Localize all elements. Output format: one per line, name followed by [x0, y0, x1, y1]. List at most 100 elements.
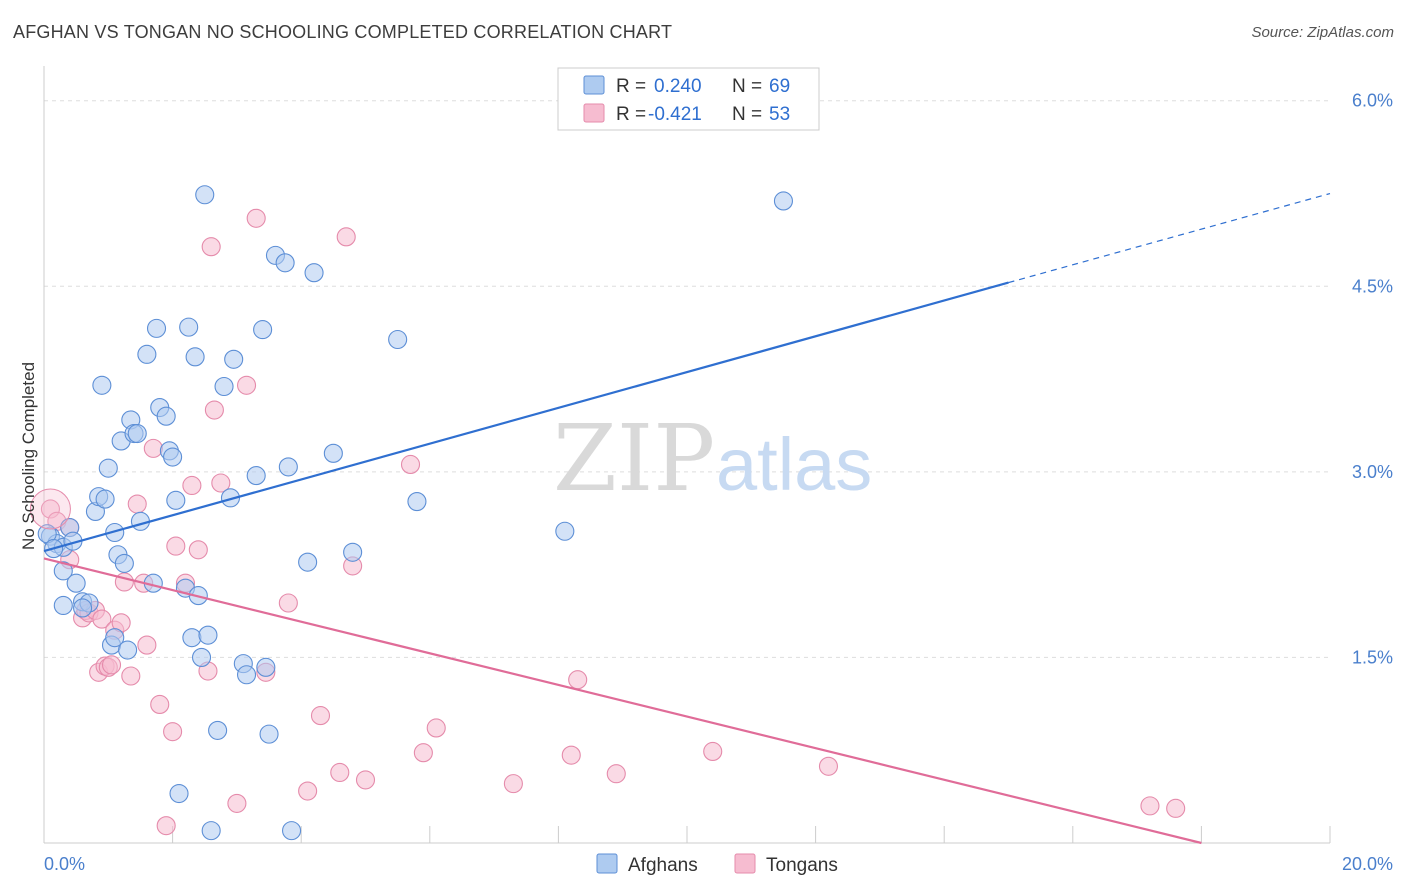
afghans-point-63 — [407, 492, 427, 512]
y-tick-labels: 1.5% 3.0% 4.5% 6.0% — [1352, 91, 1393, 668]
legend: R = 0.240 N = 69 R = -0.421 N = 53 — [557, 67, 820, 131]
bottom-legend-tongans: Tongans — [766, 855, 838, 876]
afghans-trend-line — [43, 281, 1009, 553]
tongans-point-33 — [236, 375, 257, 395]
x-tick-label-1: 20.0% — [1342, 854, 1393, 874]
afghans-point-47 — [224, 349, 244, 369]
legend-swatch-tongans — [583, 103, 605, 123]
tongans-point-51 — [818, 756, 839, 776]
afghans-point-53 — [259, 724, 279, 744]
afghans-point-21 — [118, 640, 138, 660]
tongans-point-37 — [298, 781, 318, 801]
afghans-point-37 — [182, 628, 202, 648]
tongans-point-42 — [355, 770, 376, 790]
afghans-point-12 — [92, 375, 112, 395]
watermark-zip: ZIP — [553, 405, 715, 512]
tongans-point-23 — [163, 722, 183, 742]
afghans-point-44 — [208, 720, 228, 740]
watermark-atlas: atlas — [716, 423, 872, 506]
afghans-point-34 — [169, 783, 189, 804]
afghans-point-58 — [298, 552, 318, 572]
legend-n-value-afghans: 69 — [769, 76, 790, 97]
tongans-point-20 — [143, 438, 163, 458]
tongans-point-34 — [246, 208, 266, 228]
afghans-point-14 — [98, 458, 118, 478]
afghans-point-40 — [191, 647, 212, 667]
tongans-point-48 — [568, 670, 588, 690]
y-tick-label-3: 6.0% — [1352, 91, 1393, 111]
x-tick-label-0: 0.0% — [44, 854, 85, 874]
tongans-point-32 — [227, 793, 247, 813]
legend-n-value-tongans: 53 — [769, 104, 790, 125]
trend-lines — [43, 192, 1331, 845]
afghans-point-13 — [95, 489, 115, 509]
tongans-point-52 — [1140, 796, 1160, 816]
tongans-point-36 — [278, 593, 298, 613]
x-tick-labels: 0.0% 20.0% — [44, 854, 1393, 874]
afghans-point-32 — [163, 447, 183, 467]
y-tick-label-1: 3.0% — [1352, 462, 1393, 482]
afghans-point-6 — [66, 573, 86, 593]
afghans-trend-extension — [1008, 192, 1331, 284]
afghans-point-28 — [146, 318, 167, 338]
legend-r-value-afghans: 0.240 — [654, 76, 702, 97]
afghans-point-5 — [53, 561, 73, 581]
tongans-point-47 — [561, 745, 581, 765]
legend-n-label-tongans: N = — [732, 104, 762, 125]
tongans-point-16 — [121, 666, 141, 686]
afghans-point-60 — [323, 443, 343, 463]
afghans-point-68 — [73, 598, 93, 618]
afghans-point-55 — [275, 253, 295, 273]
afghans-point-42 — [198, 625, 218, 645]
afghans-point-45 — [214, 376, 234, 397]
tongans-point-38 — [310, 706, 331, 726]
legend-r-label-tongans: R = — [616, 104, 646, 125]
bottom-legend: Afghans Tongans — [596, 853, 838, 876]
tongans-point-49 — [606, 764, 626, 784]
tongans-point-9 — [92, 609, 112, 629]
afghans-point-52 — [256, 657, 276, 677]
afghans-point-49 — [236, 665, 257, 685]
watermark: ZIP atlas — [553, 405, 872, 512]
tongans-point-45 — [426, 718, 446, 738]
afghans-point-65 — [773, 191, 794, 211]
y-tick-label-0: 1.5% — [1352, 647, 1393, 667]
tongans-point-29 — [201, 237, 221, 257]
chart-title: AFGHAN VS TONGAN NO SCHOOLING COMPLETED … — [13, 22, 673, 42]
afghans-point-17 — [105, 628, 125, 648]
afghans-point-56 — [278, 457, 298, 477]
tongans-trend-line — [43, 557, 1202, 845]
legend-swatch-afghans — [583, 75, 605, 95]
afghans-point-26 — [137, 344, 157, 364]
tongans-point-19 — [137, 635, 157, 655]
afghans-point-36 — [179, 317, 199, 337]
axes — [43, 66, 1331, 844]
afghans-point-41 — [195, 185, 215, 205]
afghans-point-46 — [220, 488, 241, 508]
afghans-point-57 — [282, 821, 302, 841]
afghans-point-7 — [53, 595, 73, 616]
tongans-point-21 — [150, 694, 170, 714]
afghans-point-50 — [246, 466, 266, 486]
afghans-point-24 — [127, 423, 147, 444]
tongans-point-26 — [182, 475, 202, 496]
tongans-point-31 — [211, 473, 231, 493]
data-points — [29, 185, 1186, 841]
tongans-point-24 — [166, 536, 186, 556]
tongans-point-17 — [127, 494, 147, 514]
afghans-point-61 — [343, 542, 363, 562]
bottom-legend-afghans: Afghans — [628, 855, 698, 876]
afghans-point-20 — [114, 553, 134, 573]
legend-r-label-afghans: R = — [616, 76, 646, 97]
tongans-point-40 — [336, 227, 356, 247]
tongans-point-43 — [400, 454, 421, 474]
tongans-point-50 — [703, 741, 723, 762]
afghans-point-59 — [304, 263, 324, 283]
source-label: Source: ZipAtlas.com — [1251, 24, 1394, 41]
tongans-cluster-marker — [29, 488, 71, 530]
tongans-point-44 — [413, 743, 433, 763]
bottom-legend-swatch-afghans — [596, 853, 618, 874]
tongans-point-39 — [330, 762, 350, 783]
afghans-point-64 — [555, 521, 575, 541]
afghans-point-33 — [166, 490, 186, 510]
